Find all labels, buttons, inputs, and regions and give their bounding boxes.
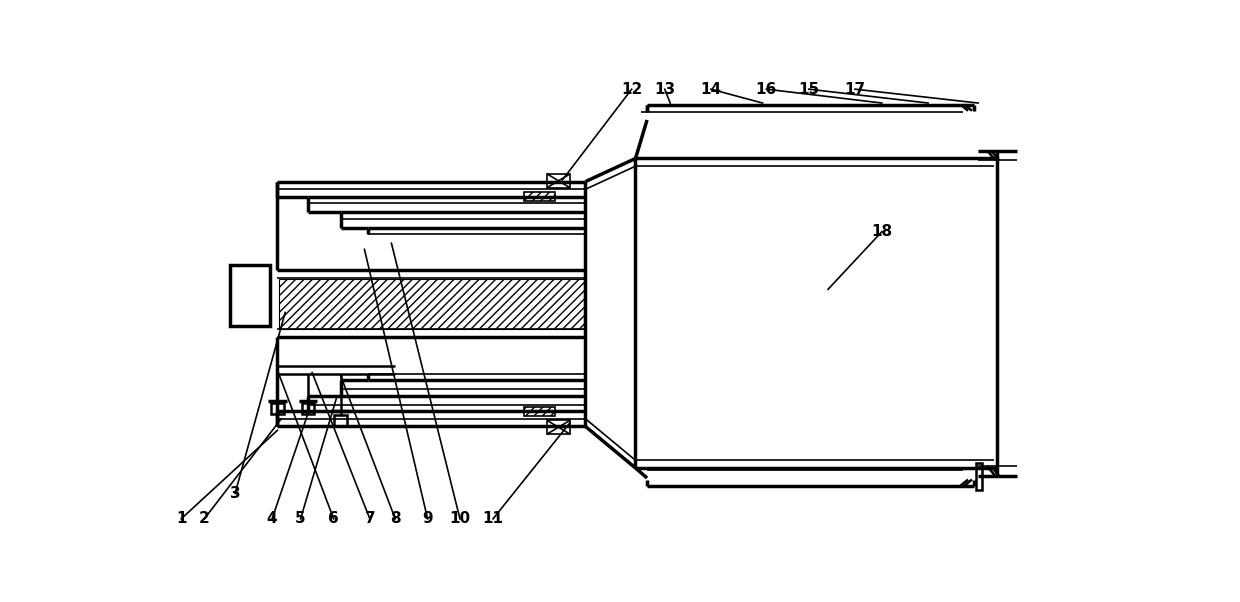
Bar: [523, 191, 554, 201]
Text: 4: 4: [267, 511, 278, 526]
Text: 14: 14: [701, 82, 722, 97]
Text: 12: 12: [621, 82, 642, 97]
Bar: [279, 279, 584, 329]
Text: 5: 5: [295, 511, 306, 526]
Text: 3: 3: [229, 486, 241, 501]
Bar: [523, 407, 554, 417]
Bar: [303, 403, 315, 414]
Text: 13: 13: [655, 82, 676, 97]
Text: 6: 6: [329, 511, 339, 526]
Bar: [547, 174, 570, 188]
Bar: [272, 403, 284, 414]
Text: 2: 2: [198, 511, 210, 526]
Text: 8: 8: [389, 511, 401, 526]
Text: 11: 11: [482, 511, 503, 526]
Bar: [229, 265, 270, 326]
Bar: [547, 420, 570, 434]
Text: 15: 15: [799, 82, 820, 97]
Bar: [335, 415, 347, 426]
Text: 17: 17: [844, 82, 866, 97]
Text: 16: 16: [755, 82, 777, 97]
Text: 1: 1: [176, 511, 186, 526]
Text: 18: 18: [872, 224, 893, 239]
Text: 10: 10: [449, 511, 470, 526]
Bar: [976, 462, 982, 489]
Text: 7: 7: [365, 511, 376, 526]
Text: 9: 9: [423, 511, 433, 526]
